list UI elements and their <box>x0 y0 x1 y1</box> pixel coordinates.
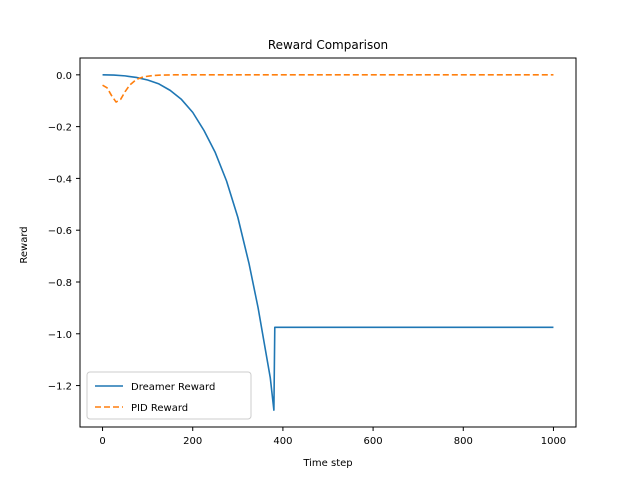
y-tick-label: −0.8 <box>48 278 72 289</box>
y-tick-label: 0.0 <box>56 71 72 82</box>
x-tick-label: 0 <box>99 436 105 447</box>
x-tick-label: 600 <box>364 436 383 447</box>
x-axis-label: Time step <box>302 458 352 469</box>
chart-title: Reward Comparison <box>268 38 388 52</box>
legend: Dreamer Reward PID Reward <box>86 371 252 420</box>
legend-label-dreamer: Dreamer Reward <box>131 382 215 393</box>
plot-frame <box>79 57 577 428</box>
y-axis-label: Reward <box>19 226 30 263</box>
x-tick-label: 800 <box>454 436 473 447</box>
y-tick-label: −1.2 <box>48 382 72 393</box>
x-tick-label: 400 <box>273 436 292 447</box>
y-tick-label: −1.0 <box>48 330 72 341</box>
series-line-pid-reward <box>102 74 554 103</box>
series-line-dreamer-reward <box>102 74 554 411</box>
legend-box <box>86 371 252 420</box>
x-tick-label: 1000 <box>541 436 566 447</box>
y-tick-label: −0.2 <box>48 123 72 134</box>
y-tick-label: −0.6 <box>48 226 72 237</box>
series-layer <box>102 74 554 411</box>
legend-label-pid: PID Reward <box>131 403 188 414</box>
y-tick-label: −0.4 <box>48 174 72 185</box>
tick-layer: 0 200 400 600 800 1000 0.0 −0.2 −0.4 −0.6 −0.8 −1.0… <box>48 71 566 447</box>
x-tick-label: 200 <box>183 436 202 447</box>
